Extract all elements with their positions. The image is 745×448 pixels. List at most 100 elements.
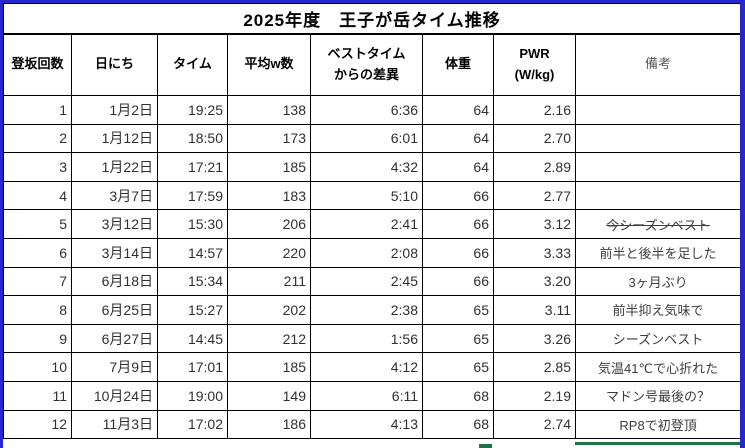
cell-weight[interactable]: 64 (422, 123, 494, 154)
cell-pwr[interactable]: 2.77 (493, 180, 576, 211)
cell-climb-count[interactable]: 4 (3, 180, 72, 211)
cell-pwr[interactable]: 2.70 (493, 123, 576, 154)
cell-remarks[interactable] (574, 152, 742, 182)
cell-avg-watts[interactable]: 186 (227, 409, 311, 440)
cell-weight[interactable]: 65 (422, 323, 494, 354)
cell-pwr[interactable]: 2.89 (493, 152, 576, 182)
cell-date[interactable]: 11月3日 (71, 409, 158, 440)
cell-remarks[interactable]: 今シーズンベスト (574, 209, 742, 239)
cell-climb-count[interactable]: 12 (3, 409, 72, 440)
cell-time[interactable]: 15:27 (157, 295, 228, 325)
col-header-weight[interactable]: 体重 (422, 33, 494, 96)
cell-date[interactable]: 7月9日 (71, 352, 158, 382)
cell-date[interactable]: 1月12日 (71, 123, 158, 154)
cell-avg-watts[interactable]: 149 (227, 380, 311, 411)
page-break-border-left[interactable] (0, 0, 3, 448)
cell-climb-count[interactable]: 5 (3, 209, 72, 239)
cell-remarks[interactable]: 気温41℃で心折れた (574, 352, 742, 382)
cell-climb-count[interactable]: 9 (3, 323, 72, 354)
cell-diff-from-best[interactable]: 2:08 (310, 237, 423, 268)
cell-avg-watts[interactable]: 138 (227, 95, 311, 125)
col-header-time[interactable]: タイム (157, 33, 228, 96)
col-header-pwr[interactable]: PWR (W/kg) (493, 33, 576, 96)
cell-time[interactable]: 18:50 (157, 123, 228, 154)
cell-remarks[interactable]: RP8で初登頂 (574, 409, 742, 440)
cell-avg-watts[interactable]: 173 (227, 123, 311, 154)
cell-pwr[interactable]: 2.16 (493, 95, 576, 125)
cell-pwr[interactable]: 3.12 (493, 209, 576, 239)
cell-remarks[interactable] (574, 123, 742, 154)
cell-time[interactable]: 15:30 (157, 209, 228, 239)
col-header-diff-from-best[interactable]: ベストタイム からの差異 (310, 33, 423, 96)
table-title-cell[interactable]: 2025年度 王子が岳タイム推移 (2, 3, 742, 35)
cell-time[interactable]: 14:45 (157, 323, 228, 354)
cell-date[interactable]: 3月7日 (71, 180, 158, 211)
cell-diff-from-best[interactable]: 4:32 (310, 152, 423, 182)
cell-date[interactable]: 6月27日 (71, 323, 158, 354)
cell-diff-from-best[interactable]: 2:41 (310, 209, 423, 239)
cell-remarks[interactable] (574, 95, 742, 125)
cell-diff-from-best[interactable]: 4:13 (310, 409, 423, 440)
cell-weight[interactable]: 66 (422, 266, 494, 297)
cell-weight[interactable]: 64 (422, 152, 494, 182)
cell-avg-watts[interactable]: 185 (227, 352, 311, 382)
cell-weight[interactable]: 64 (422, 95, 494, 125)
cell-time[interactable]: 17:02 (157, 409, 228, 440)
page-break-border-right[interactable] (740, 0, 745, 448)
cell-diff-from-best[interactable]: 1:56 (310, 323, 423, 354)
cell-climb-count[interactable]: 6 (3, 237, 72, 268)
cell-time[interactable]: 17:01 (157, 352, 228, 382)
cell-diff-from-best[interactable]: 6:11 (310, 380, 423, 411)
cell-pwr[interactable]: 3.33 (493, 237, 576, 268)
cell-date[interactable]: 3月14日 (71, 237, 158, 268)
cell-remarks[interactable]: 前半抑え気味で (574, 295, 742, 325)
cell-diff-from-best[interactable]: 6:36 (310, 95, 423, 125)
cell-date[interactable]: 6月18日 (71, 266, 158, 297)
cell-weight[interactable]: 66 (422, 209, 494, 239)
cell-time[interactable]: 15:34 (157, 266, 228, 297)
cell-pwr[interactable]: 2.74 (493, 409, 576, 440)
cell-weight[interactable]: 68 (422, 380, 494, 411)
cell-pwr[interactable]: 2.85 (493, 352, 576, 382)
cell-avg-watts[interactable]: 202 (227, 295, 311, 325)
cell-climb-count[interactable]: 3 (3, 152, 72, 182)
cell-pwr[interactable]: 3.11 (493, 295, 576, 325)
cell-remarks[interactable]: シーズンベスト (574, 323, 742, 354)
col-header-date[interactable]: 日にち (71, 33, 158, 96)
col-header-avg-watts[interactable]: 平均w数 (227, 33, 311, 96)
cell-weight[interactable]: 66 (422, 237, 494, 268)
col-header-climb-count[interactable]: 登坂回数 (3, 33, 72, 96)
cell-weight[interactable]: 65 (422, 352, 494, 382)
cell-pwr[interactable]: 3.26 (493, 323, 576, 354)
cell-time[interactable]: 14:57 (157, 237, 228, 268)
cell-pwr[interactable]: 2.19 (493, 380, 576, 411)
cell-time[interactable]: 17:21 (157, 152, 228, 182)
cell-avg-watts[interactable]: 185 (227, 152, 311, 182)
cell-climb-count[interactable]: 7 (3, 266, 72, 297)
cell-date[interactable]: 1月2日 (71, 95, 158, 125)
cell-date[interactable]: 6月25日 (71, 295, 158, 325)
col-header-remarks[interactable]: 備考 (574, 33, 742, 96)
cell-climb-count[interactable]: 10 (3, 352, 72, 382)
cell-climb-count[interactable]: 11 (3, 380, 72, 411)
cell-diff-from-best[interactable]: 2:45 (310, 266, 423, 297)
cell-date[interactable]: 1月22日 (71, 152, 158, 182)
cell-pwr[interactable]: 3.20 (493, 266, 576, 297)
cell-weight[interactable]: 66 (422, 180, 494, 211)
cell-remarks[interactable]: 前半と後半を足した (574, 237, 742, 268)
cell-time[interactable]: 17:59 (157, 180, 228, 211)
cell-remarks[interactable] (574, 180, 742, 211)
cell-avg-watts[interactable]: 206 (227, 209, 311, 239)
cell-avg-watts[interactable]: 211 (227, 266, 311, 297)
cell-diff-from-best[interactable]: 5:10 (310, 180, 423, 211)
page-break-border-top[interactable] (0, 0, 745, 3)
cell-climb-count[interactable]: 1 (3, 95, 72, 125)
cell-time[interactable]: 19:00 (157, 380, 228, 411)
cell-diff-from-best[interactable]: 4:12 (310, 352, 423, 382)
cell-avg-watts[interactable]: 183 (227, 180, 311, 211)
cell-diff-from-best[interactable]: 2:38 (310, 295, 423, 325)
cell-time[interactable]: 19:25 (157, 95, 228, 125)
cell-remarks[interactable]: マドン号最後の？ (574, 380, 742, 411)
cell-avg-watts[interactable]: 220 (227, 237, 311, 268)
cell-diff-from-best[interactable]: 6:01 (310, 123, 423, 154)
